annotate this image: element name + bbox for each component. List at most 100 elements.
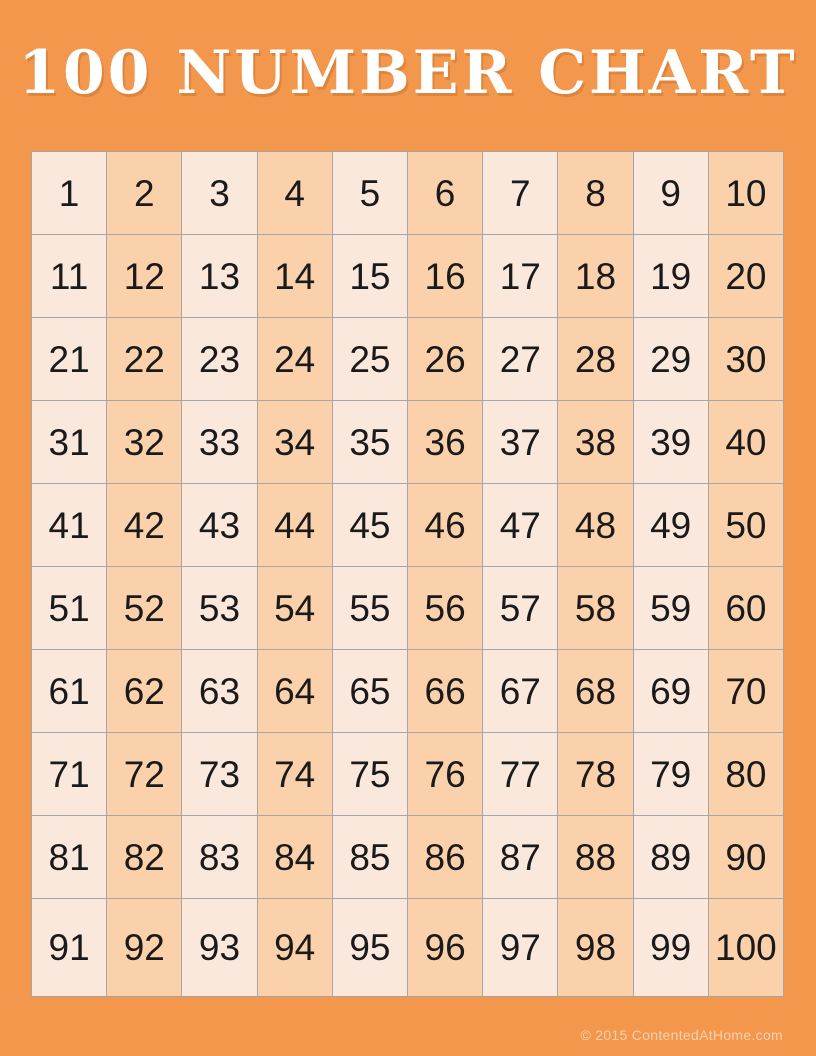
- grid-cell: 31: [32, 401, 107, 483]
- grid-cell: 38: [558, 401, 633, 483]
- grid-cell: 60: [708, 567, 783, 649]
- grid-cell: 8: [558, 152, 633, 234]
- grid-cell: 28: [558, 318, 633, 400]
- grid-cell: 35: [332, 401, 407, 483]
- grid-cell: 64: [257, 650, 332, 732]
- grid-cell: 9: [633, 152, 708, 234]
- grid-cell: 40: [708, 401, 783, 483]
- grid-cell: 49: [633, 484, 708, 566]
- grid-cell: 88: [558, 816, 633, 898]
- grid-cell: 45: [332, 484, 407, 566]
- grid-cell: 56: [407, 567, 483, 649]
- grid-cell: 71: [32, 733, 107, 815]
- grid-cell: 21: [32, 318, 107, 400]
- grid-cell: 16: [407, 235, 483, 317]
- grid-cell: 50: [708, 484, 783, 566]
- grid-cell: 20: [708, 235, 783, 317]
- grid-cell: 73: [182, 733, 257, 815]
- grid-cell: 58: [558, 567, 633, 649]
- grid-cell: 42: [107, 484, 182, 566]
- grid-cell: 65: [332, 650, 407, 732]
- grid-cell: 99: [633, 899, 708, 996]
- grid-cell: 51: [32, 567, 107, 649]
- grid-cell: 62: [107, 650, 182, 732]
- grid-cell: 27: [483, 318, 558, 400]
- grid-cell: 72: [107, 733, 182, 815]
- grid-cell: 47: [483, 484, 558, 566]
- grid-cell: 85: [332, 816, 407, 898]
- grid-cell: 3: [182, 152, 257, 234]
- grid-cell: 95: [332, 899, 407, 996]
- grid-cell: 83: [182, 816, 257, 898]
- grid-cell: 63: [182, 650, 257, 732]
- grid-cell: 80: [708, 733, 783, 815]
- grid-cell: 52: [107, 567, 182, 649]
- grid-cell: 78: [558, 733, 633, 815]
- grid-cell: 36: [407, 401, 483, 483]
- grid-cell: 34: [257, 401, 332, 483]
- grid-cell: 29: [633, 318, 708, 400]
- grid-cell: 25: [332, 318, 407, 400]
- grid-cell: 100: [708, 899, 783, 996]
- grid-cell: 87: [483, 816, 558, 898]
- grid-cell: 55: [332, 567, 407, 649]
- grid-cell: 23: [182, 318, 257, 400]
- grid-cell: 76: [407, 733, 483, 815]
- grid-cell: 69: [633, 650, 708, 732]
- grid-cell: 22: [107, 318, 182, 400]
- grid-cell: 13: [182, 235, 257, 317]
- grid-cell: 48: [558, 484, 633, 566]
- grid-cell: 86: [407, 816, 483, 898]
- grid-cell: 15: [332, 235, 407, 317]
- grid-cell: 66: [407, 650, 483, 732]
- grid-cell: 26: [407, 318, 483, 400]
- grid-cell: 33: [182, 401, 257, 483]
- grid-cell: 46: [407, 484, 483, 566]
- grid-cell: 74: [257, 733, 332, 815]
- grid-cell: 11: [32, 235, 107, 317]
- grid-cell: 97: [483, 899, 558, 996]
- grid-cell: 1: [32, 152, 107, 234]
- grid-cell: 4: [257, 152, 332, 234]
- grid-cell: 2: [107, 152, 182, 234]
- grid-cell: 67: [483, 650, 558, 732]
- grid-cell: 7: [483, 152, 558, 234]
- grid-cell: 18: [558, 235, 633, 317]
- grid-cell: 79: [633, 733, 708, 815]
- grid-cell: 37: [483, 401, 558, 483]
- grid-cell: 32: [107, 401, 182, 483]
- grid-cell: 81: [32, 816, 107, 898]
- grid-cell: 77: [483, 733, 558, 815]
- grid-cell: 61: [32, 650, 107, 732]
- grid-cell: 90: [708, 816, 783, 898]
- grid-cell: 30: [708, 318, 783, 400]
- grid-cell: 91: [32, 899, 107, 996]
- grid-cell: 44: [257, 484, 332, 566]
- grid-cell: 10: [708, 152, 783, 234]
- grid-cell: 6: [407, 152, 483, 234]
- grid-cell: 54: [257, 567, 332, 649]
- copyright-text: © 2015 ContentedAtHome.com: [580, 1027, 783, 1043]
- grid-cell: 39: [633, 401, 708, 483]
- grid-cell: 5: [332, 152, 407, 234]
- grid-cell: 53: [182, 567, 257, 649]
- grid-cell: 92: [107, 899, 182, 996]
- grid-cell: 75: [332, 733, 407, 815]
- grid-cell: 96: [407, 899, 483, 996]
- grid-cell: 41: [32, 484, 107, 566]
- grid-cell: 70: [708, 650, 783, 732]
- grid-cell: 93: [182, 899, 257, 996]
- grid-cell: 94: [257, 899, 332, 996]
- grid-cell: 17: [483, 235, 558, 317]
- grid-cell: 57: [483, 567, 558, 649]
- grid-cell: 14: [257, 235, 332, 317]
- grid-cell: 59: [633, 567, 708, 649]
- grid-cell: 98: [558, 899, 633, 996]
- grid-cell: 43: [182, 484, 257, 566]
- number-grid: 1 2 3 4 5 6 7 8 9 10 11 12 13 14 15 16 17 18 19 20 21 22 23 24 2…: [31, 151, 784, 997]
- grid-cell: 12: [107, 235, 182, 317]
- grid-cell: 84: [257, 816, 332, 898]
- grid-cell: 68: [558, 650, 633, 732]
- grid-cell: 24: [257, 318, 332, 400]
